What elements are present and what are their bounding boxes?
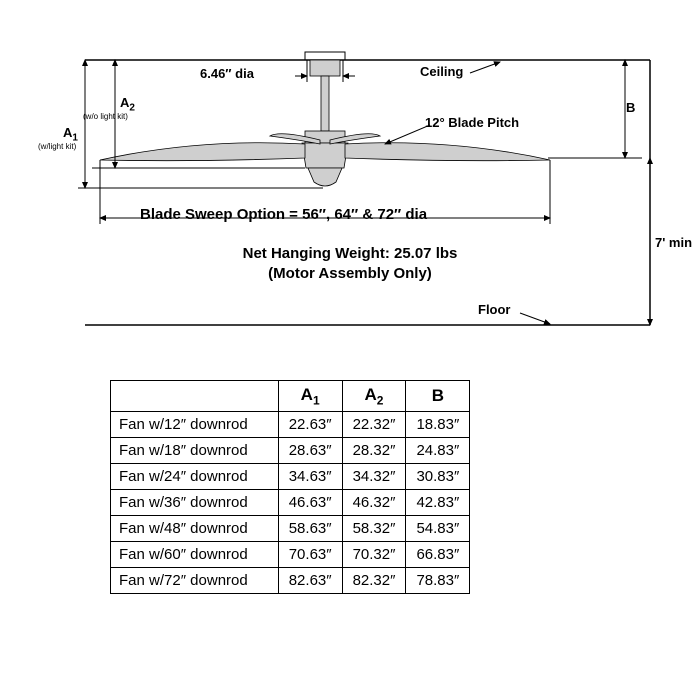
table-header-row: A1 A2 B <box>111 381 470 412</box>
table-cell: 70.63″ <box>278 542 342 568</box>
table-row: Fan w/72″ downrod82.63″82.32″78.83″ <box>111 568 470 594</box>
table-row: Fan w/60″ downrod70.63″70.32″66.83″ <box>111 542 470 568</box>
table-cell: 34.63″ <box>278 464 342 490</box>
table-cell: 54.83″ <box>406 516 470 542</box>
table-cell: 70.32″ <box>342 542 406 568</box>
col-b: B <box>406 381 470 412</box>
table-row: Fan w/12″ downrod22.63″22.32″18.83″ <box>111 412 470 438</box>
table-cell: 28.32″ <box>342 438 406 464</box>
table-cell: Fan w/24″ downrod <box>111 464 279 490</box>
col-a2: A2 <box>342 381 406 412</box>
table-row: Fan w/48″ downrod58.63″58.32″54.83″ <box>111 516 470 542</box>
table-cell: 18.83″ <box>406 412 470 438</box>
table-cell: 66.83″ <box>406 542 470 568</box>
floor-label: Floor <box>478 302 511 317</box>
col-blank <box>111 381 279 412</box>
table-cell: 22.32″ <box>342 412 406 438</box>
table-cell: 46.32″ <box>342 490 406 516</box>
dimension-diagram: 6.46″ dia Ceiling Floor 12° Blade Pitch … <box>30 40 670 350</box>
blade-sweep-label: Blade Sweep Option = 56″, 64″ & 72″ dia <box>140 206 427 223</box>
net-weight-label: Net Hanging Weight: 25.07 lbs <box>30 245 670 262</box>
table-cell: 58.32″ <box>342 516 406 542</box>
table-cell: Fan w/36″ downrod <box>111 490 279 516</box>
table-cell: Fan w/60″ downrod <box>111 542 279 568</box>
diagram-svg <box>30 40 670 350</box>
table-cell: 28.63″ <box>278 438 342 464</box>
ceiling-label: Ceiling <box>420 64 463 79</box>
dim-a2-note: (w/o light kit) <box>83 112 128 121</box>
table-row: Fan w/18″ downrod28.63″28.32″24.83″ <box>111 438 470 464</box>
motor-only-label: (Motor Assembly Only) <box>30 265 670 282</box>
table-cell: 34.32″ <box>342 464 406 490</box>
table-cell: Fan w/12″ downrod <box>111 412 279 438</box>
spec-table: A1 A2 B Fan w/12″ downrod22.63″22.32″18.… <box>110 380 470 594</box>
table-cell: 22.63″ <box>278 412 342 438</box>
table-row: Fan w/36″ downrod46.63″46.32″42.83″ <box>111 490 470 516</box>
dim-b-label: B <box>626 100 635 115</box>
table-cell: Fan w/18″ downrod <box>111 438 279 464</box>
table-cell: Fan w/48″ downrod <box>111 516 279 542</box>
table-cell: 24.83″ <box>406 438 470 464</box>
table-cell: 82.63″ <box>278 568 342 594</box>
table-cell: Fan w/72″ downrod <box>111 568 279 594</box>
dim-a2-label: A2 <box>120 95 135 114</box>
table-cell: 82.32″ <box>342 568 406 594</box>
table-cell: 30.83″ <box>406 464 470 490</box>
table-cell: 78.83″ <box>406 568 470 594</box>
dim-a1-note: (w/light kit) <box>38 142 76 151</box>
canopy-dia-label: 6.46″ dia <box>200 66 254 81</box>
col-a1: A1 <box>278 381 342 412</box>
table-row: Fan w/24″ downrod34.63″34.32″30.83″ <box>111 464 470 490</box>
table-cell: 42.83″ <box>406 490 470 516</box>
blade-pitch-label: 12° Blade Pitch <box>425 115 519 130</box>
table-cell: 58.63″ <box>278 516 342 542</box>
dim-a1-label: A1 <box>63 125 78 144</box>
table-cell: 46.63″ <box>278 490 342 516</box>
